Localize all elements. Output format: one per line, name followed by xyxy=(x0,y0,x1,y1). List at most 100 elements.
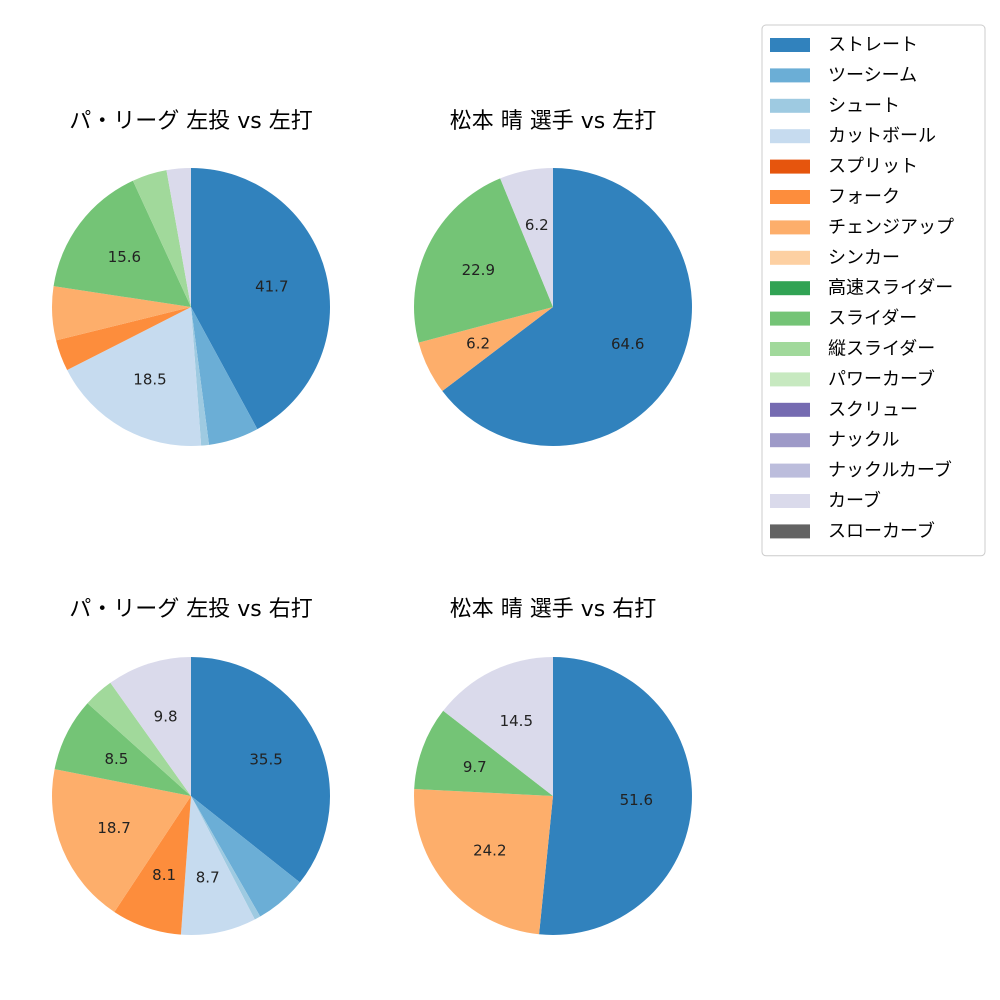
pie-slice xyxy=(53,180,191,307)
legend-swatch xyxy=(770,159,810,174)
pie-title: パ・リーグ 左投 vs 左打 xyxy=(69,109,312,134)
legend-label: ストレート xyxy=(828,35,918,56)
pie-slice xyxy=(539,657,692,935)
legend-item: スローカーブ xyxy=(770,520,935,542)
pie-slice xyxy=(418,307,553,392)
legend-swatch xyxy=(770,129,810,144)
legend-item: 高速スライダー xyxy=(770,278,953,299)
pie-slice xyxy=(191,307,210,446)
legend-swatch xyxy=(770,524,810,539)
pie-slice xyxy=(414,789,553,935)
legend-swatch xyxy=(770,68,810,83)
legend-swatch xyxy=(770,190,810,204)
legend-swatch xyxy=(770,38,810,52)
legend-swatch xyxy=(770,250,810,265)
pie-slice xyxy=(87,682,191,796)
legend-swatch xyxy=(770,98,810,113)
legend-label: ナックルカーブ xyxy=(828,459,952,481)
legend-label: スライダー xyxy=(828,308,917,329)
legend-item: 縦スライダー xyxy=(770,339,935,360)
pie-title: パ・リーグ 左投 vs 右打 xyxy=(69,597,312,622)
slice-label: 24.2 xyxy=(473,841,506,859)
pie-chart-2: 松本 晴 選手 vs 左打 64.6 6.2 22.9 6.2 xyxy=(413,109,692,446)
legend: ストレートツーシームシュートカットボールスプリットフォークチェンジアップシンカー… xyxy=(761,24,986,557)
slice-label: 9.7 xyxy=(463,758,487,776)
pie-slice xyxy=(166,167,191,307)
pie-slice xyxy=(191,307,258,445)
legend-item: スクリュー xyxy=(770,399,918,420)
pie-slice xyxy=(132,170,191,307)
slice-label: 51.6 xyxy=(620,791,653,809)
legend-label: シュート xyxy=(828,95,900,116)
legend-label: シンカー xyxy=(828,247,900,268)
slice-label: 6.2 xyxy=(466,335,490,353)
slice-label: 35.5 xyxy=(249,751,282,769)
legend-swatch xyxy=(770,463,810,478)
pie-chart-4: 松本 晴 選手 vs 右打 51.6 24.2 9.7 14.5 xyxy=(414,597,692,935)
pie-slice xyxy=(191,796,261,920)
pie-title: 松本 晴 選手 vs 右打 xyxy=(450,597,656,622)
legend-label: ツーシーム xyxy=(828,65,917,86)
slice-label: 9.8 xyxy=(154,708,178,726)
slice-label: 8.7 xyxy=(196,869,220,887)
legend-swatch xyxy=(770,311,810,326)
pie-slice xyxy=(54,703,191,796)
legend-label: カットボール xyxy=(828,126,936,147)
legend-item: シュート xyxy=(770,95,900,116)
pie-slice xyxy=(443,657,553,796)
pie-charts-group: パ・リーグ 左投 vs 左打 41.7 18.5 15.6 松本 晴 選手 vs 左打 6… xyxy=(51,109,692,935)
pie-slice xyxy=(191,657,331,883)
legend-item: カットボール xyxy=(770,126,936,147)
legend-item: スプリット xyxy=(770,156,918,177)
legend-swatch xyxy=(770,372,810,387)
slice-label: 14.5 xyxy=(500,712,533,730)
legend-label: スローカーブ xyxy=(828,520,935,542)
pie-slice xyxy=(51,286,192,341)
legend-label: チェンジアップ xyxy=(828,217,954,238)
legend-swatch xyxy=(770,281,810,296)
slice-label: 18.7 xyxy=(97,819,130,837)
legend-item: チェンジアップ xyxy=(770,217,954,238)
legend-label: パワーカーブ xyxy=(828,368,935,390)
legend-label: カーブ xyxy=(828,490,881,512)
pie-chart-1: パ・リーグ 左投 vs 左打 41.7 18.5 15.6 xyxy=(51,109,331,446)
legend-item: ナックルカーブ xyxy=(770,459,952,481)
legend-label: 縦スライダー xyxy=(828,339,935,360)
legend-swatch xyxy=(770,220,810,235)
pie-title: 松本 晴 選手 vs 左打 xyxy=(450,109,656,134)
pie-slice xyxy=(110,657,191,796)
slice-label: 22.9 xyxy=(462,261,495,279)
slice-label: 8.1 xyxy=(152,866,176,884)
pie-slice xyxy=(191,796,300,917)
legend-item: ストレート xyxy=(770,35,918,56)
pie-slice xyxy=(56,307,191,371)
legend-swatch xyxy=(770,402,810,417)
legend-item: ツーシーム xyxy=(770,65,917,86)
legend-label: フォーク xyxy=(828,187,900,208)
legend-item: パワーカーブ xyxy=(770,368,935,390)
slice-label: 8.5 xyxy=(104,750,128,768)
pie-slice xyxy=(191,168,331,430)
legend-label: スプリット xyxy=(828,156,918,177)
legend-swatch xyxy=(770,342,810,356)
legend-item: スライダー xyxy=(770,308,917,329)
pie-slice xyxy=(51,769,192,912)
pie-slice xyxy=(413,178,553,343)
legend-label: スクリュー xyxy=(828,399,918,420)
legend-swatch xyxy=(770,494,810,508)
pie-slice xyxy=(114,796,191,935)
slice-label: 18.5 xyxy=(133,371,166,389)
pie-slice xyxy=(67,307,202,446)
pie-slice xyxy=(442,168,692,446)
legend-label: ナックル xyxy=(828,430,899,451)
legend-item: フォーク xyxy=(770,187,900,208)
legend-item: シンカー xyxy=(770,247,900,268)
pie-slice xyxy=(500,168,553,307)
legend-swatch xyxy=(770,433,810,448)
legend-item: ナックル xyxy=(770,430,899,451)
slice-label: 41.7 xyxy=(255,278,288,296)
slice-label: 64.6 xyxy=(611,335,644,353)
pie-slice xyxy=(180,796,255,935)
legend-label: 高速スライダー xyxy=(828,278,953,299)
